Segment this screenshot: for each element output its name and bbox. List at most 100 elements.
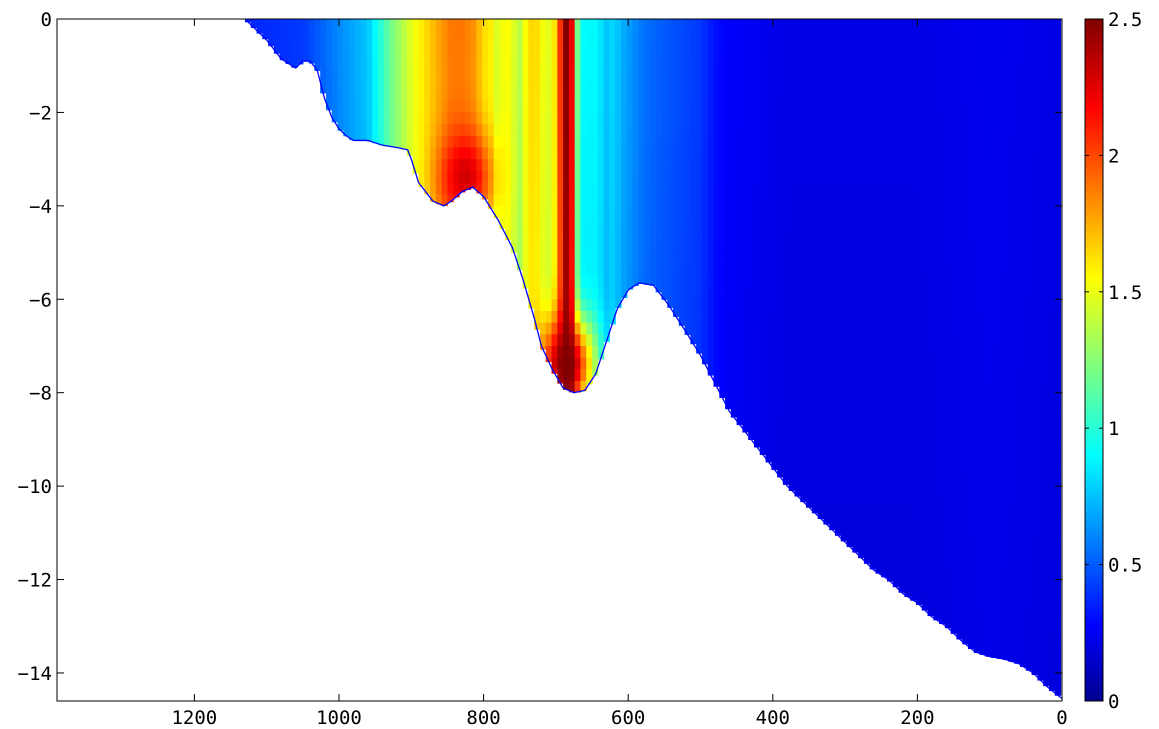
heatmap-cell [892, 229, 900, 242]
heatmap-cell [1025, 135, 1033, 149]
heatmap-cell [690, 112, 697, 125]
heatmap-cell [823, 264, 830, 277]
heatmap-cell [482, 42, 489, 55]
heatmap-cell [707, 275, 715, 289]
heatmap-cell [661, 30, 668, 43]
heatmap-cell [632, 77, 639, 90]
heatmap-cell [534, 124, 541, 137]
heatmap-cell [1025, 65, 1033, 78]
heatmap-cell [1043, 310, 1050, 324]
heatmap-cell [927, 567, 934, 581]
heatmap-cell [852, 170, 859, 184]
heatmap-cell [875, 521, 882, 534]
heatmap-cell [424, 65, 431, 78]
x-tick-label: 1200 [171, 707, 217, 729]
heatmap-cell [1054, 532, 1062, 546]
heatmap-cell [644, 124, 651, 137]
heatmap-cell [684, 310, 691, 324]
heatmap-cell [834, 240, 842, 254]
heatmap-cell [615, 229, 622, 242]
heatmap-cell [349, 19, 356, 32]
heatmap-cell [459, 54, 466, 67]
heatmap-cell [1002, 556, 1010, 569]
heatmap-cell [927, 497, 934, 511]
heatmap-cell [788, 334, 796, 347]
heatmap-cell [973, 392, 981, 405]
heatmap-cell [678, 112, 686, 125]
heatmap-cell [996, 451, 1004, 464]
heatmap-cell [794, 65, 801, 78]
heatmap-cell [863, 217, 871, 230]
heatmap-cell [522, 100, 530, 114]
heatmap-cell [678, 135, 686, 149]
heatmap-cell [996, 649, 1004, 659]
heatmap-cell [1008, 602, 1015, 616]
heatmap-cell [968, 521, 975, 534]
heatmap-cell [840, 462, 848, 476]
heatmap-cell [730, 89, 738, 102]
heatmap-cell [800, 264, 807, 277]
heatmap-cell [730, 357, 738, 370]
heatmap-cell [927, 591, 934, 604]
heatmap-cell [823, 124, 830, 137]
heatmap-cell [649, 275, 657, 286]
heatmap-cell [944, 264, 952, 277]
heatmap-cell [568, 170, 576, 184]
heatmap-cell [609, 252, 616, 265]
heatmap-cell [383, 135, 391, 147]
heatmap-cell [829, 345, 836, 359]
heatmap-cell [875, 30, 882, 43]
heatmap-cell [719, 19, 726, 32]
heatmap-cell [707, 357, 715, 370]
heatmap-cell [620, 275, 628, 289]
heatmap-cell [696, 65, 703, 78]
heatmap-cell [858, 77, 865, 90]
heatmap-cell [493, 170, 501, 184]
heatmap-cell [898, 532, 905, 546]
heatmap-cell [846, 322, 853, 335]
heatmap-cell [597, 217, 605, 230]
heatmap-cell [892, 334, 900, 347]
heatmap-cell [800, 205, 807, 219]
heatmap-cell [516, 124, 524, 137]
heatmap-cell [869, 451, 877, 464]
heatmap-cell [511, 159, 518, 172]
heatmap-cell [950, 439, 958, 452]
heatmap-cell [667, 30, 674, 43]
heatmap-cell [910, 252, 917, 265]
heatmap-cell [753, 369, 761, 382]
heatmap-cell [667, 229, 674, 242]
heatmap-cell [910, 521, 917, 534]
heatmap-cell [597, 89, 605, 102]
heatmap-cell [568, 252, 576, 265]
heatmap-cell [817, 381, 824, 394]
heatmap-cell [551, 217, 558, 230]
heatmap-cell [603, 310, 610, 324]
heatmap-cell [904, 451, 911, 464]
heatmap-cell [1008, 112, 1015, 125]
heatmap-cell [996, 544, 1004, 557]
heatmap-cell [869, 159, 877, 172]
heatmap-cell [806, 275, 813, 289]
heatmap-cell [806, 182, 813, 195]
heatmap-cell [528, 205, 535, 219]
heatmap-cell [915, 392, 923, 405]
heatmap-cell [661, 217, 668, 230]
heatmap-cell [939, 614, 946, 625]
heatmap-cell [915, 252, 923, 265]
heatmap-cell [592, 135, 599, 149]
heatmap-cell [846, 100, 853, 114]
heatmap-cell [852, 392, 859, 405]
heatmap-cell [823, 182, 830, 195]
heatmap-cell [1002, 42, 1010, 55]
heatmap-cell [470, 100, 477, 114]
heatmap-cell [615, 42, 622, 55]
heatmap-cell [725, 89, 732, 102]
heatmap-cell [1002, 509, 1010, 522]
heatmap-cell [1031, 439, 1039, 452]
heatmap-cell [788, 112, 796, 125]
heatmap-cell [638, 30, 645, 43]
heatmap-cell [782, 381, 790, 394]
heatmap-cell [840, 486, 848, 499]
heatmap-cell [846, 77, 853, 90]
